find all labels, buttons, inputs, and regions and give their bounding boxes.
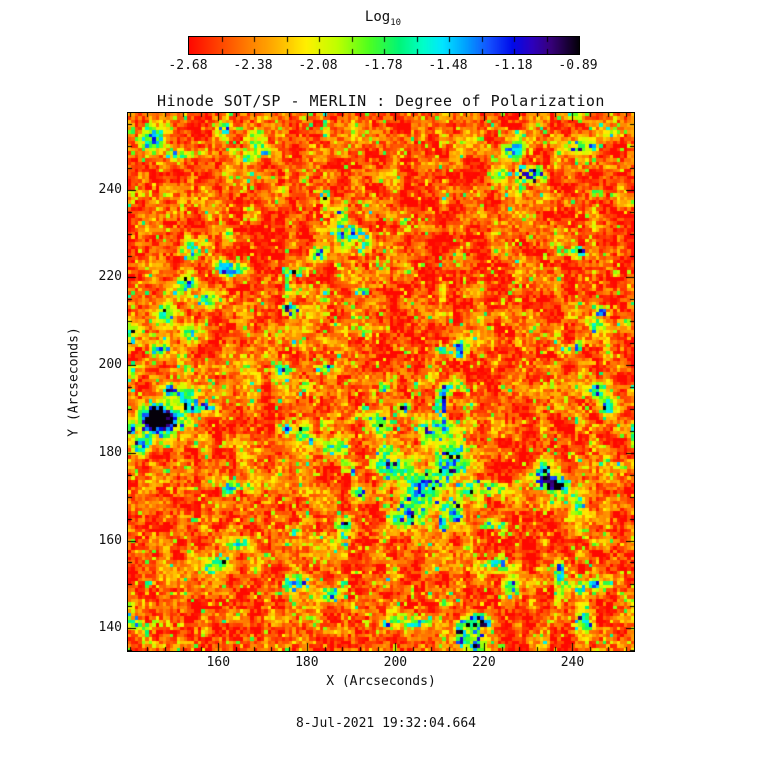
x-tick-label: 220 <box>472 655 496 670</box>
colorbar-tick-label: -2.68 <box>168 58 208 73</box>
colorbar <box>188 36 580 55</box>
y-tick-label: 180 <box>98 444 122 460</box>
y-axis-label: Y (Arcseconds) <box>66 327 82 437</box>
x-tick-label: 180 <box>295 655 319 670</box>
y-tick-label: 220 <box>98 269 122 285</box>
heatmap-canvas <box>127 112 635 652</box>
plot-title: Hinode SOT/SP - MERLIN : Degree of Polar… <box>157 92 605 110</box>
x-axis-label: X (Arcseconds) <box>326 674 436 689</box>
y-tick-label: 140 <box>98 620 122 636</box>
colorbar-title: Log10 <box>188 9 578 28</box>
colorbar-tick-label: -0.89 <box>558 58 598 73</box>
colorbar-tick-label: -2.38 <box>233 58 273 73</box>
colorbar-title-subscript: 10 <box>390 17 402 28</box>
x-tick-label: 160 <box>206 655 231 670</box>
y-tick-label: 200 <box>98 357 122 373</box>
x-tick-label: 200 <box>383 655 408 670</box>
colorbar-tick-label: -2.08 <box>298 58 338 73</box>
y-tick-label: 240 <box>98 181 122 197</box>
colorbar-title-text: Log <box>364 9 391 25</box>
timestamp: 8-Jul-2021 19:32:04.664 <box>295 716 476 731</box>
colorbar-tick-label: -1.18 <box>493 58 533 73</box>
colorbar-tick-label: -1.48 <box>428 58 468 73</box>
x-tick-label: 240 <box>560 655 585 670</box>
colorbar-tick-label: -1.78 <box>363 58 403 73</box>
y-tick-label: 160 <box>98 532 122 548</box>
